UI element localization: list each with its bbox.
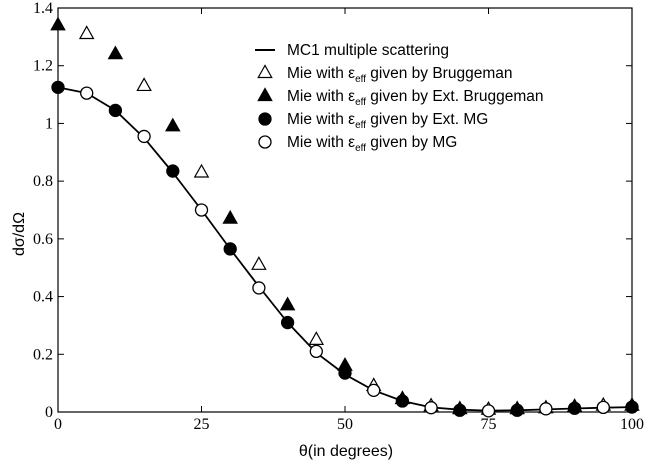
data-point [108,103,123,118]
legend-marker-swatch [257,87,273,102]
data-point [424,401,438,415]
data-point [252,281,266,295]
data-point [136,77,152,92]
data-point [78,25,95,40]
series-filled-circle [51,80,639,417]
data-point [510,403,524,417]
data-point [251,256,267,270]
data-point [625,400,639,414]
x-tick-label: 25 [194,416,210,433]
x-axis: 0 25 50 75 100 [54,8,644,433]
y-axis-label: dσ/dΩ [11,212,28,256]
data-point [222,209,238,224]
data-point [223,242,237,256]
data-point [308,331,325,345]
x-tick-label: 50 [337,416,353,433]
data-point [539,402,553,416]
y-tick-label: 0 [45,404,53,421]
data-point [395,394,410,408]
data-point [137,129,151,144]
legend-label: Mie with εeff given by Ext. MG [287,111,488,131]
y-tick-label: 0.2 [33,346,53,363]
legend-marker-swatch [257,64,273,79]
y-axis: 0 0.2 0.4 0.6 0.8 1 1.2 1.4 [33,0,632,421]
y-tick-label: 1.2 [33,58,53,75]
legend-label: MC1 multiple scattering [287,42,449,59]
data-point [338,366,352,380]
data-point [166,164,180,178]
y-tick-label: 0.8 [33,173,53,190]
x-tick-label: 75 [481,416,497,433]
data-point [453,403,467,417]
data-point [50,16,66,31]
legend-marker-swatch [258,135,272,149]
data-point [280,315,295,330]
series-open-circle [80,86,610,418]
data-point [165,117,181,132]
series-open-triangle [78,25,612,415]
legend-label: Mie with εeff given by MG [287,134,457,154]
legend-item: Mie with εeff given by MG [258,134,457,154]
legend-marker-swatch [258,112,272,126]
legend-item: MC1 multiple scattering [255,42,449,59]
data-point [309,344,323,359]
data-point [567,401,582,415]
legend-item: Mie with εeff given by Ext. MG [258,111,488,131]
x-tick-label: 0 [54,416,62,433]
data-point [193,163,210,178]
data-point [367,383,381,398]
y-tick-label: 0.6 [33,231,53,248]
x-tick-label: 100 [620,416,644,433]
data-point [596,400,610,415]
y-tick-label: 1.4 [33,0,53,17]
y-tick-label: 1 [45,115,53,132]
x-axis-label: θ(in degrees) [299,443,393,460]
data-point [194,203,209,217]
data-series [50,16,640,418]
legend-label: Mie with εeff given by Bruggeman [287,65,512,85]
y-tick-label: 0.4 [33,289,53,306]
legend-item: Mie with εeff given by Ext. Bruggeman [257,87,544,108]
legend-item: Mie with εeff given by Bruggeman [257,64,512,85]
data-point [51,80,65,95]
legend-label: Mie with εeff given by Ext. Bruggeman [287,88,544,108]
data-point [80,86,94,100]
data-point [481,404,496,418]
legend: MC1 multiple scattering Mie with εeff giv… [255,42,544,154]
data-point [279,296,296,311]
data-point [107,45,124,60]
